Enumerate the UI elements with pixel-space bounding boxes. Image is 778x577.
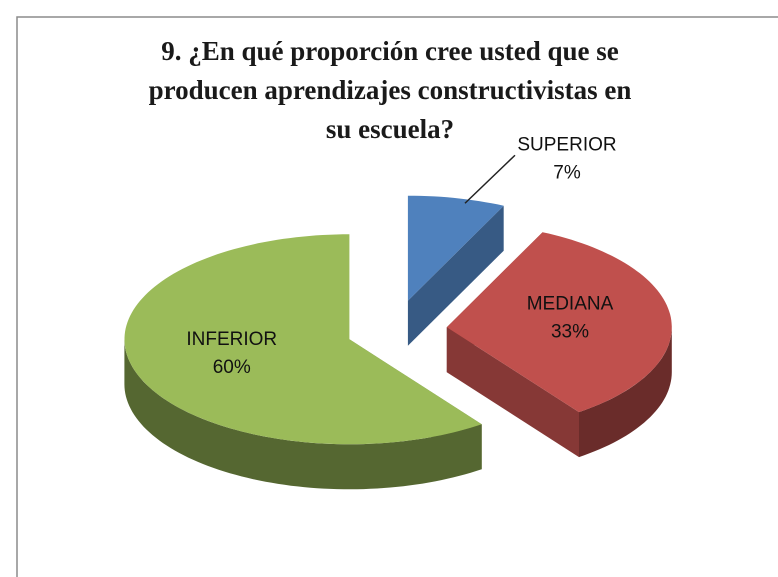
data-label-value: 7% [553,162,581,183]
slice-wall [407,205,504,346]
slice-top [124,234,482,445]
slice-side [124,339,482,490]
slice-top [446,232,672,413]
slice-wall [446,327,579,458]
data-label-name: INFERIOR [186,329,277,350]
slice-top [407,195,504,301]
chart-title: 9. ¿En qué proporción cree usted que se … [148,36,632,144]
leader-line [464,154,516,204]
slice [446,232,672,458]
data-label-name: SUPERIOR [517,134,616,155]
data-label-value: 33% [551,322,589,343]
slice-side [579,327,672,458]
slice [124,234,482,490]
data-label-name: MEDIANA [527,294,614,315]
slice [407,195,504,346]
data-label-value: 60% [213,357,251,378]
